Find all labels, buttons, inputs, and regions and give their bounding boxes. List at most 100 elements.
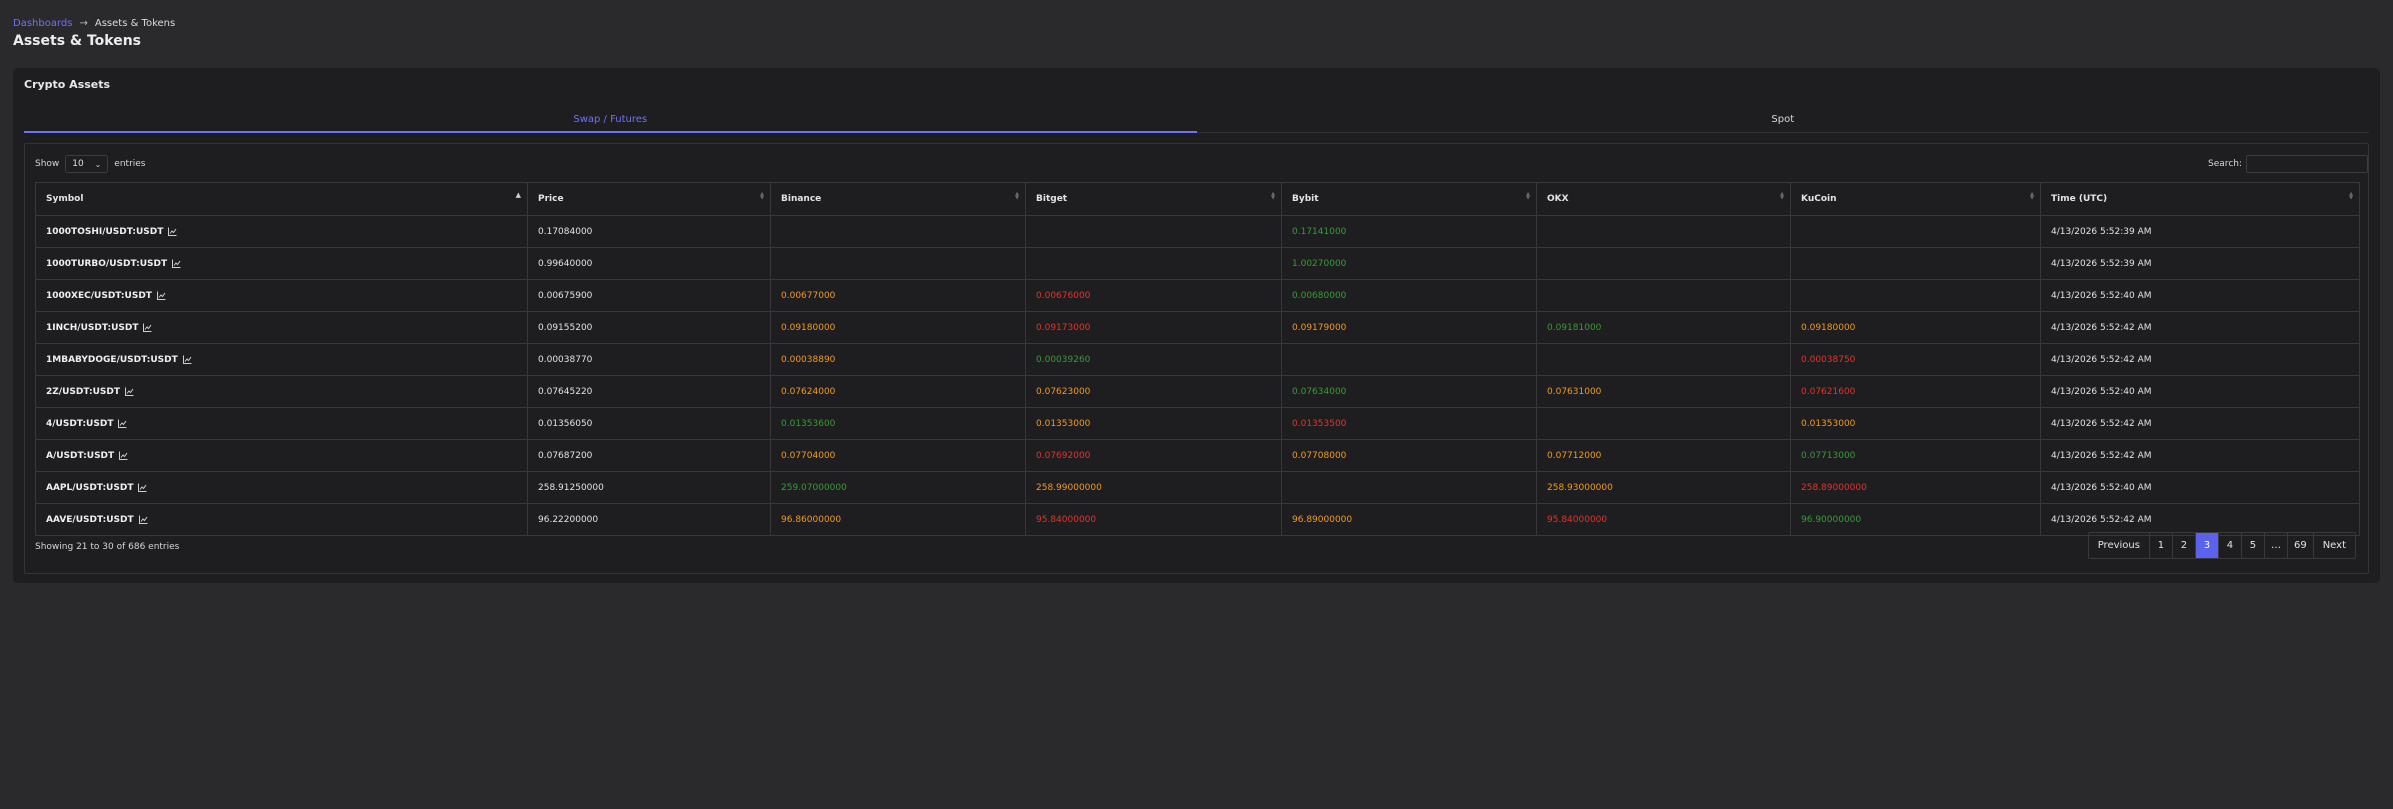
symbol-link[interactable]: 1000XEC/USDT:USDT [46, 290, 152, 301]
sort-icon[interactable]: ▲ ▼ [1015, 191, 1019, 201]
bybit-price-cell: 0.17141000 [1281, 215, 1537, 248]
column-header-label: OKX [1547, 194, 1569, 204]
sort-icon[interactable]: ▲ ▼ [1526, 191, 1530, 201]
kucoin-price-cell: 0.07621600 [1790, 375, 2041, 408]
chart-icon[interactable] [118, 419, 127, 428]
okx-price-cell [1536, 407, 1791, 440]
price-cell: 0.01356050 [527, 407, 771, 440]
column-header-binance[interactable]: Binance ▲ ▼ [770, 182, 1026, 216]
symbol-link[interactable]: AAPL/USDT:USDT [46, 482, 134, 493]
symbol-link[interactable]: 4/USDT:USDT [46, 418, 114, 429]
column-header-label: Time (UTC) [2051, 194, 2108, 204]
assets-table: Symbol ▲ Price ▲ ▼ Binance ▲ ▼ Bitget ▲ ▼ Bybit ▲ ▼ OK… [35, 182, 2360, 536]
column-header-time-utc[interactable]: Time (UTC) ▲ ▼ [2040, 182, 2360, 216]
bybit-price-cell: 0.09179000 [1281, 311, 1537, 344]
search-input[interactable] [2246, 155, 2368, 173]
symbol-link[interactable]: 2Z/USDT:USDT [46, 386, 120, 397]
binance-price-cell: 0.07624000 [770, 375, 1026, 408]
bitget-price-cell [1025, 247, 1282, 280]
breadcrumb: Dashboards → Assets & Tokens [13, 18, 175, 30]
pagination-page-2[interactable]: 2 [2173, 533, 2196, 558]
time-cell: 4/13/2026 5:52:40 AM [2040, 471, 2360, 504]
chart-icon[interactable] [172, 259, 181, 268]
table-header-row: Symbol ▲ Price ▲ ▼ Binance ▲ ▼ Bitget ▲ ▼ Bybit ▲ ▼ OK… [35, 182, 2360, 216]
pagination-previous-button[interactable]: Previous [2089, 533, 2150, 558]
chart-icon[interactable] [156, 291, 166, 300]
breadcrumb-dashboards-link[interactable]: Dashboards [13, 18, 73, 29]
pagination-page-5[interactable]: 5 [2242, 533, 2265, 558]
sort-icon[interactable]: ▲ [515, 191, 521, 199]
sort-icon[interactable]: ▲ ▼ [1780, 191, 1784, 201]
pagination: Previous 1 2 3 4 5… 69 Next [2087, 532, 2356, 559]
binance-price-cell: 0.01353600 [770, 407, 1026, 440]
sort-icon[interactable]: ▲ ▼ [1271, 191, 1275, 201]
kucoin-price-cell: 0.01353000 [1790, 407, 2041, 440]
bybit-price-cell: 0.07634000 [1281, 375, 1537, 408]
table-row: 2Z/USDT:USDT 0.07645220 0.07624000 0.076230… [35, 375, 2360, 408]
table-info: Showing 21 to 30 of 686 entries [35, 542, 180, 552]
symbol-cell: A/USDT:USDT [35, 439, 528, 472]
pagination-page-1[interactable]: 1 [2150, 533, 2173, 558]
bitget-price-cell [1025, 215, 1282, 248]
column-header-symbol[interactable]: Symbol ▲ [35, 182, 528, 216]
pagination-next-button[interactable]: Next [2322, 540, 2346, 551]
symbol-link[interactable]: A/USDT:USDT [46, 450, 115, 461]
time-cell: 4/13/2026 5:52:39 AM [2040, 247, 2360, 280]
tab-swap-futures[interactable]: Swap / Futures [24, 110, 1197, 133]
binance-price-cell: 259.07000000 [770, 471, 1026, 504]
bitget-price-cell: 0.01353000 [1025, 407, 1282, 440]
column-header-label: Price [538, 194, 564, 204]
column-header-label: Binance [781, 194, 822, 204]
okx-price-cell [1536, 279, 1791, 312]
page-title: Assets & Tokens [13, 33, 142, 49]
sort-icon[interactable]: ▲ ▼ [2030, 191, 2034, 201]
symbol-link[interactable]: AAVE/USDT:USDT [46, 514, 134, 525]
okx-price-cell [1536, 215, 1791, 248]
binance-price-cell [770, 215, 1026, 248]
symbol-cell: AAVE/USDT:USDT [35, 503, 528, 536]
chart-icon[interactable] [119, 451, 128, 460]
tab-spot[interactable]: Spot [1196, 110, 2369, 133]
kucoin-price-cell: 258.89000000 [1790, 471, 2041, 504]
kucoin-price-cell [1790, 279, 2041, 312]
kucoin-price-cell: 96.90000000 [1790, 503, 2041, 536]
chart-icon[interactable] [138, 515, 148, 524]
okx-price-cell [1536, 343, 1791, 376]
column-header-kucoin[interactable]: KuCoin ▲ ▼ [1790, 182, 2041, 216]
symbol-link[interactable]: 1000TURBO/USDT:USDT [46, 258, 168, 269]
column-header-bitget[interactable]: Bitget ▲ ▼ [1025, 182, 1282, 216]
chart-icon[interactable] [143, 323, 152, 332]
chart-icon[interactable] [124, 387, 134, 396]
symbol-cell: 1MBABYDOGE/USDT:USDT [35, 343, 528, 376]
breadcrumb-arrow-icon: → [79, 18, 88, 29]
price-cell: 96.22200000 [527, 503, 771, 536]
sort-icon[interactable]: ▲ ▼ [760, 191, 764, 201]
okx-price-cell: 95.84000000 [1536, 503, 1791, 536]
column-header-price[interactable]: Price ▲ ▼ [527, 182, 771, 216]
symbol-link[interactable]: 1INCH/USDT:USDT [46, 322, 139, 333]
column-header-label: KuCoin [1801, 194, 1837, 204]
okx-price-cell [1536, 247, 1791, 280]
column-header-bybit[interactable]: Bybit ▲ ▼ [1281, 182, 1537, 216]
pagination-page-69[interactable]: 69 [2288, 533, 2314, 558]
price-cell: 0.00675900 [527, 279, 771, 312]
chart-icon[interactable] [138, 483, 147, 492]
table-body: 1000TOSHI/USDT:USDT 0.17084000 0.17141000 4… [35, 215, 2360, 536]
symbol-link[interactable]: 1000TOSHI/USDT:USDT [46, 226, 164, 237]
bybit-price-cell: 0.01353500 [1281, 407, 1537, 440]
pagination-page-4[interactable]: 4 [2219, 533, 2242, 558]
symbol-cell: AAPL/USDT:USDT [35, 471, 528, 504]
time-cell: 4/13/2026 5:52:42 AM [2040, 439, 2360, 472]
bybit-price-cell: 1.00270000 [1281, 247, 1537, 280]
chart-icon[interactable] [168, 227, 177, 236]
sort-icon[interactable]: ▲ ▼ [2349, 191, 2353, 201]
entries-select[interactable]: 10 ⌄ [65, 155, 109, 173]
chart-icon[interactable] [182, 355, 192, 364]
column-header-okx[interactable]: OKX ▲ ▼ [1536, 182, 1791, 216]
time-cell: 4/13/2026 5:52:42 AM [2040, 311, 2360, 344]
symbol-cell: 1000TURBO/USDT:USDT [35, 247, 528, 280]
okx-price-cell: 0.07631000 [1536, 375, 1791, 408]
tab-bar: Swap / Futures Spot [24, 110, 2369, 133]
symbol-link[interactable]: 1MBABYDOGE/USDT:USDT [46, 354, 178, 365]
pagination-page-3[interactable]: 3 [2195, 533, 2219, 558]
